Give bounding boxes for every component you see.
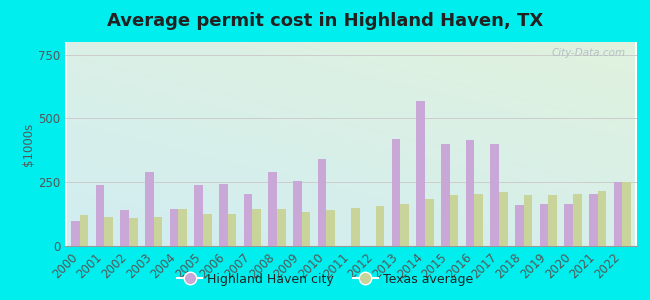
Bar — [524, 195, 532, 246]
Bar — [194, 185, 203, 246]
Bar — [450, 195, 458, 246]
Bar — [614, 182, 622, 246]
Bar — [351, 208, 359, 246]
Y-axis label: $1000s: $1000s — [22, 122, 35, 166]
Bar — [474, 194, 483, 246]
Bar — [277, 209, 285, 246]
Bar — [268, 172, 277, 246]
Bar — [564, 204, 573, 246]
Bar — [154, 217, 162, 246]
Bar — [120, 210, 129, 246]
Text: City-Data.com: City-Data.com — [551, 48, 625, 58]
Legend: Highland Haven city, Texas average: Highland Haven city, Texas average — [172, 268, 478, 291]
Bar — [145, 172, 154, 246]
Bar — [326, 210, 335, 246]
Bar — [293, 181, 302, 246]
Bar — [376, 206, 384, 246]
Bar — [622, 182, 631, 246]
Bar — [203, 214, 212, 246]
Bar — [96, 185, 105, 246]
Bar — [573, 194, 582, 246]
Bar — [71, 220, 80, 246]
Bar — [490, 144, 499, 246]
Bar — [170, 209, 178, 246]
Bar — [441, 144, 450, 246]
Bar — [244, 194, 252, 246]
Bar — [589, 194, 597, 246]
Bar — [318, 159, 326, 246]
Bar — [392, 139, 400, 246]
Bar — [219, 184, 227, 246]
Bar — [417, 100, 425, 246]
Bar — [129, 218, 138, 246]
Bar — [105, 217, 113, 246]
Bar — [499, 193, 508, 246]
Bar — [80, 215, 88, 246]
Bar — [465, 140, 474, 246]
Bar — [227, 214, 237, 246]
Text: Average permit cost in Highland Haven, TX: Average permit cost in Highland Haven, T… — [107, 12, 543, 30]
Bar — [540, 204, 548, 246]
Bar — [302, 212, 310, 246]
Bar — [548, 195, 557, 246]
Bar — [400, 204, 409, 246]
Bar — [178, 209, 187, 246]
Bar — [597, 191, 606, 246]
Bar — [252, 209, 261, 246]
Bar — [425, 199, 434, 246]
Bar — [515, 205, 524, 246]
